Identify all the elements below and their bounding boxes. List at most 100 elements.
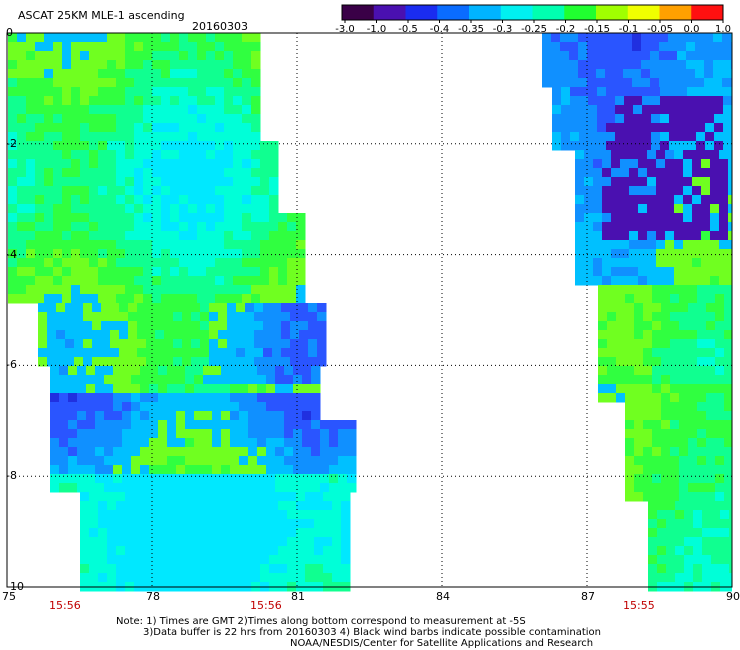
map-frame bbox=[6, 32, 733, 588]
wind-cell bbox=[242, 510, 252, 520]
wind-cell bbox=[683, 222, 693, 232]
wind-cell bbox=[715, 312, 725, 322]
wind-cell bbox=[71, 78, 81, 88]
wind-cell bbox=[152, 114, 162, 124]
wind-cell bbox=[179, 501, 189, 511]
wind-cell bbox=[62, 87, 72, 97]
wind-cell bbox=[329, 447, 339, 457]
wind-cell bbox=[8, 87, 18, 97]
wind-cell bbox=[26, 213, 36, 223]
wind-cell bbox=[669, 96, 679, 106]
wind-cell bbox=[242, 204, 252, 214]
wind-cell bbox=[98, 222, 108, 232]
wind-cell bbox=[53, 177, 63, 187]
wind-cell bbox=[26, 60, 36, 70]
wind-cell bbox=[584, 186, 594, 196]
wind-cell bbox=[98, 60, 108, 70]
wind-cell bbox=[278, 276, 288, 286]
wind-cell bbox=[269, 195, 279, 205]
wind-cell bbox=[143, 159, 153, 169]
wind-cell bbox=[224, 537, 234, 547]
wind-cell bbox=[692, 231, 702, 241]
colorbar-tick-label: -0.4 bbox=[429, 24, 450, 35]
wind-cell bbox=[323, 501, 333, 511]
wind-cell bbox=[710, 150, 720, 160]
wind-cell bbox=[290, 339, 300, 349]
wind-cell bbox=[215, 240, 225, 250]
wind-cell bbox=[143, 564, 153, 574]
wind-cell bbox=[648, 537, 658, 547]
wind-cell bbox=[615, 96, 625, 106]
wind-cell bbox=[634, 312, 644, 322]
wind-cell bbox=[44, 150, 54, 160]
wind-cell bbox=[80, 285, 90, 295]
wind-cell bbox=[206, 519, 216, 529]
wind-cell bbox=[134, 105, 144, 115]
wind-cell bbox=[575, 240, 585, 250]
wind-cell bbox=[197, 159, 207, 169]
wind-cell bbox=[713, 78, 723, 88]
wind-cell bbox=[98, 267, 108, 277]
wind-cell bbox=[182, 321, 192, 331]
wind-cell bbox=[236, 303, 246, 313]
wind-cell bbox=[575, 204, 585, 214]
wind-cell bbox=[320, 420, 330, 430]
wind-cell bbox=[161, 537, 171, 547]
wind-cell bbox=[188, 537, 198, 547]
wind-cell bbox=[684, 555, 694, 565]
wind-cell bbox=[715, 456, 725, 466]
wind-cell bbox=[53, 231, 63, 241]
wind-cell bbox=[77, 447, 87, 457]
wind-cell bbox=[338, 456, 348, 466]
wind-cell bbox=[287, 564, 297, 574]
wind-cell bbox=[197, 501, 207, 511]
wind-cell bbox=[53, 141, 63, 151]
wind-cell bbox=[311, 456, 321, 466]
wind-cell bbox=[122, 429, 132, 439]
wind-cell bbox=[209, 357, 219, 367]
wind-cell bbox=[197, 51, 207, 61]
wind-cell bbox=[706, 384, 716, 394]
wind-cell bbox=[715, 303, 725, 313]
wind-cell bbox=[710, 168, 720, 178]
wind-cell bbox=[643, 348, 653, 358]
wind-cell bbox=[83, 357, 93, 367]
wind-cell bbox=[251, 285, 261, 295]
wind-cell bbox=[152, 33, 162, 43]
wind-cell bbox=[26, 96, 36, 106]
colorbar-tick-label: 1.0 bbox=[715, 24, 731, 35]
wind-cell bbox=[684, 537, 694, 547]
wind-cell bbox=[230, 411, 240, 421]
wind-cell bbox=[80, 276, 90, 286]
wind-cell bbox=[611, 258, 621, 268]
wind-cell bbox=[670, 330, 680, 340]
wind-cell bbox=[242, 267, 252, 277]
wind-cell bbox=[706, 483, 716, 493]
wind-cell bbox=[143, 150, 153, 160]
wind-cell bbox=[116, 555, 126, 565]
wind-cell bbox=[200, 339, 210, 349]
wind-cell bbox=[200, 348, 210, 358]
wind-cell bbox=[684, 501, 694, 511]
wind-cell bbox=[607, 357, 617, 367]
wind-cell bbox=[561, 87, 571, 97]
wind-cell bbox=[80, 186, 90, 196]
wind-cell bbox=[143, 528, 153, 538]
wind-cell bbox=[281, 348, 291, 358]
wind-cell bbox=[104, 411, 114, 421]
wind-cell bbox=[720, 573, 730, 583]
wind-cell bbox=[656, 249, 666, 259]
wind-cell bbox=[44, 204, 54, 214]
wind-cell bbox=[8, 249, 18, 259]
wind-cell bbox=[98, 213, 108, 223]
wind-cell bbox=[675, 555, 685, 565]
wind-cell bbox=[35, 222, 45, 232]
wind-cell bbox=[648, 501, 658, 511]
wind-cell bbox=[242, 105, 252, 115]
wind-cell bbox=[80, 177, 90, 187]
wind-cell bbox=[260, 501, 270, 511]
wind-cell bbox=[161, 168, 171, 178]
wind-cell bbox=[167, 456, 177, 466]
wind-cell bbox=[311, 420, 321, 430]
wind-cell bbox=[605, 42, 615, 52]
